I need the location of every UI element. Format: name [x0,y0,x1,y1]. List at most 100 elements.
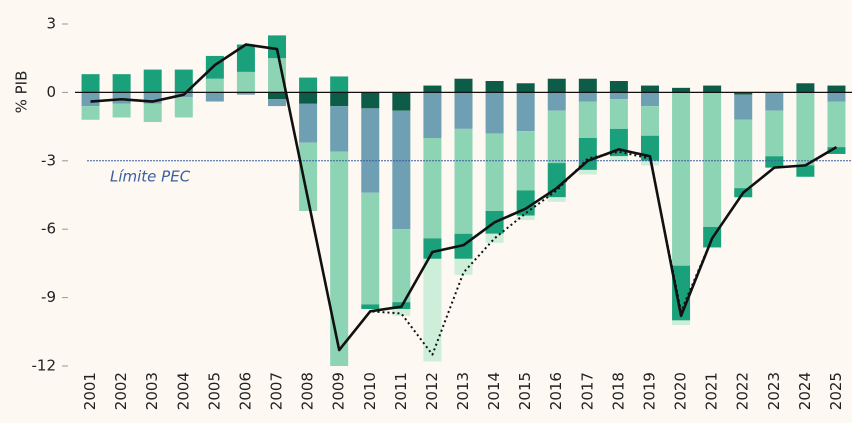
bar-segment [361,92,380,109]
bar-segment [485,81,504,93]
bar-segment [299,92,318,104]
bar-segment [734,92,753,95]
x-tick-label: 2017 [578,372,596,410]
bar-segment [454,78,473,93]
x-tick-label: 2012 [423,372,441,410]
bar-segment [640,85,659,93]
bar-segment [609,81,628,93]
bar-segment [330,106,349,152]
x-tick-label: 2007 [268,372,286,410]
bar-segment [423,85,442,93]
x-tick-label: 2013 [454,372,472,410]
bar-segment [330,76,349,93]
bar-segment [672,87,691,93]
bar-segment [827,147,846,154]
y-tick-label: -6 [41,220,56,238]
bar-segment [516,215,535,221]
x-tick-label: 2024 [796,372,814,410]
x-tick-label: 2025 [827,372,845,410]
bar-segment [392,110,411,230]
bar-segment [827,92,846,102]
bar-segment [640,106,659,136]
bar-segment [423,258,442,362]
x-tick-label: 2021 [703,372,721,410]
bar-segment [454,128,473,234]
bar-segment [547,197,566,202]
bar-segment [330,92,349,107]
bar-segment [578,101,597,138]
x-tick-label: 2011 [392,372,410,410]
y-axis-label: % PIB [13,71,31,114]
bar-segment [423,138,442,239]
x-tick-label: 2009 [330,372,348,410]
bar-segment [485,133,504,211]
bar-segment [174,69,193,93]
bar-segment [143,103,162,123]
bar-segment [672,320,691,325]
bar-segment [578,78,597,93]
bar-segment [205,78,224,93]
bar-segment [454,92,473,129]
bar-segment [547,78,566,93]
bar-segment [703,85,722,93]
bar-segment [734,94,753,120]
bar-segment [268,35,287,59]
bar-segment [672,92,691,266]
y-tick-label: -9 [41,288,56,306]
bar-segment [81,92,100,107]
bar-segment [609,156,628,161]
bar-segment [796,92,815,166]
bar-segment [765,156,784,168]
bar-segment [547,163,566,198]
y-tick-label: 3 [46,15,56,33]
bar-segment [330,151,349,366]
bar-segment [268,92,287,100]
bar-segment [796,165,815,177]
bar-segment [361,108,380,193]
reference-label: Límite PEC [110,167,191,185]
bar-segment [392,229,411,303]
bar-segment [392,309,411,316]
bar-segment [640,92,659,107]
bar-segment [81,106,100,120]
bar-segment [485,233,504,243]
bar-segment [236,44,255,72]
x-tick-label: 2002 [112,372,130,410]
bar-segment [734,119,753,189]
bar-segment [236,92,255,95]
bar-segment [143,92,162,104]
x-tick-label: 2015 [516,372,534,410]
bar-segment [112,74,131,93]
dotted-line [90,43,837,356]
bar-segment [454,258,473,275]
bar-segment [81,74,100,93]
x-tick-label: 2003 [143,372,161,410]
x-tick-label: 2004 [174,372,192,410]
bar-segment [578,92,597,102]
bar-segment [143,69,162,93]
bar-segment [609,92,628,100]
x-tick-label: 2010 [361,372,379,410]
bar-segment [236,71,255,93]
bar-segment [516,92,535,132]
bar-segment [578,169,597,175]
bar-segment [423,238,442,259]
bar-segment [423,92,442,138]
x-tick-label: 2019 [640,372,658,410]
x-tick-label: 2006 [236,372,254,410]
bar-segment [703,92,722,227]
bar-segment [516,83,535,93]
bar-segment [827,85,846,93]
bar-segment [361,192,380,305]
bar-segment [765,92,784,111]
x-tick-label: 2020 [672,372,690,410]
bar-segment [299,77,318,93]
y-tick-label: -12 [32,357,57,375]
x-tick-label: 2008 [299,372,317,410]
y-tick-label: -3 [41,151,56,169]
bar-segment [609,99,628,129]
bar-segment [299,142,318,211]
bar-segment [796,83,815,93]
x-tick-label: 2022 [734,372,752,410]
bar-segment [765,110,784,157]
